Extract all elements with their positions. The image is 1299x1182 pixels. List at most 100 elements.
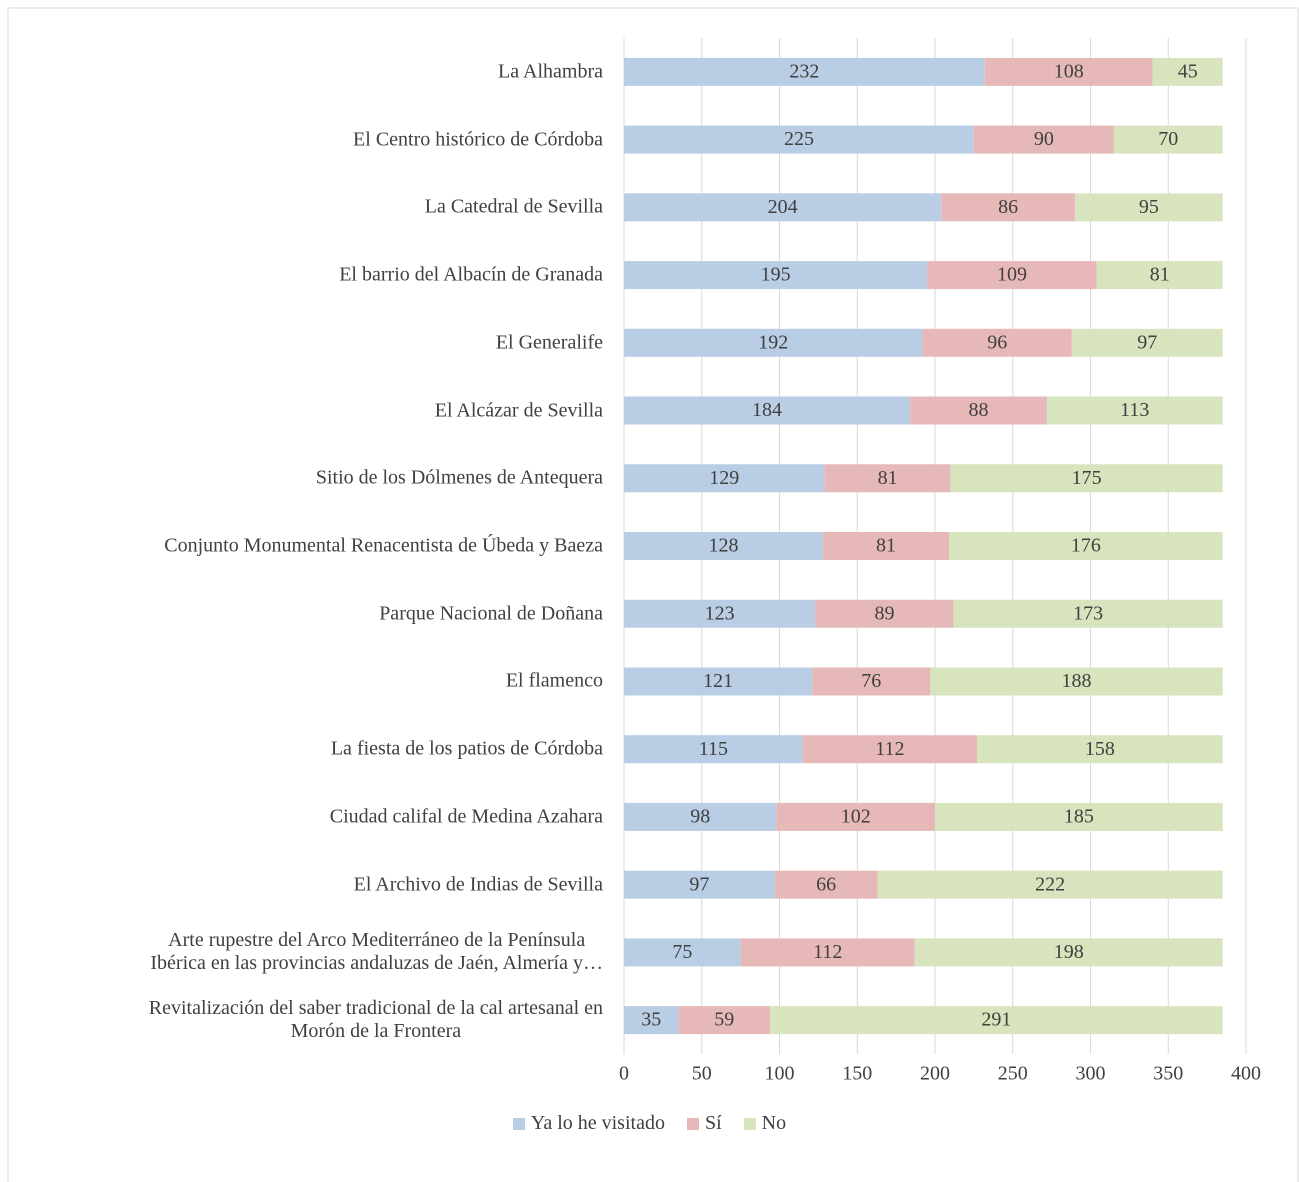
bar-segment xyxy=(914,938,1223,967)
bar-segment xyxy=(984,57,1153,86)
bar-segment xyxy=(624,599,816,628)
bar-segment xyxy=(1096,261,1223,290)
data-label: 291 xyxy=(981,1009,1011,1031)
x-tick-label: 200 xyxy=(920,1063,950,1085)
x-tick-label: 250 xyxy=(998,1063,1028,1085)
bar-segment xyxy=(624,1006,679,1035)
bar-segment xyxy=(774,870,878,899)
bar-segment xyxy=(935,802,1223,831)
x-tick-label: 0 xyxy=(619,1063,629,1085)
data-label: 184 xyxy=(752,399,782,421)
bar-segment xyxy=(624,802,777,831)
bar-segment xyxy=(824,464,951,493)
data-label: 89 xyxy=(874,602,894,624)
bar-segment xyxy=(1046,396,1223,425)
data-label: 86 xyxy=(998,196,1018,218)
x-tick-label: 400 xyxy=(1231,1063,1261,1085)
data-label: 81 xyxy=(878,467,898,489)
data-label: 176 xyxy=(1071,535,1101,557)
bar-segment xyxy=(1074,193,1223,222)
bar-segment xyxy=(770,1006,1223,1035)
legend-swatch xyxy=(743,1118,756,1131)
data-label: 195 xyxy=(761,264,791,286)
data-label: 232 xyxy=(789,60,819,82)
bar-segment xyxy=(624,735,803,764)
bar-segment xyxy=(950,464,1223,493)
data-label: 222 xyxy=(1035,873,1065,895)
data-label: 188 xyxy=(1062,670,1092,692)
bar-segment xyxy=(624,125,974,154)
data-label: 102 xyxy=(841,806,871,828)
bar-segment xyxy=(624,667,813,696)
legend-label: Ya lo he visitado xyxy=(530,1112,665,1134)
data-label: 45 xyxy=(1178,60,1198,82)
category-label: La Catedral de Sevilla xyxy=(424,195,603,218)
category-label: La Alhambra xyxy=(498,60,603,83)
data-label: 115 xyxy=(699,738,728,760)
category-label: El flamenco xyxy=(505,669,603,692)
bar-segment xyxy=(802,735,977,764)
data-label: 81 xyxy=(1150,264,1170,286)
category-label: Conjunto Monumental Renacentista de Úbed… xyxy=(164,534,603,557)
bar-segment xyxy=(1113,125,1223,154)
bar-segment xyxy=(815,599,954,628)
category-label: Arte rupestre del Arco Mediterráneo de l… xyxy=(150,929,603,975)
bar-segment xyxy=(624,870,775,899)
bar-segment xyxy=(948,532,1223,560)
data-label: 129 xyxy=(709,467,739,489)
data-label: 192 xyxy=(758,331,788,353)
data-label: 35 xyxy=(641,1009,661,1031)
bar-segment xyxy=(922,328,1072,357)
bar-segment xyxy=(740,938,915,967)
data-label: 96 xyxy=(987,331,1007,353)
category-label: Sitio de los Dólmenes de Antequera xyxy=(315,466,603,489)
x-tick-label: 150 xyxy=(842,1063,872,1085)
bar-segment xyxy=(776,802,935,831)
legend-swatch xyxy=(686,1118,699,1131)
category-label: El Centro histórico de Córdoba xyxy=(353,128,603,151)
legend-item: Ya lo he visitado xyxy=(512,1112,665,1135)
category-label: Revitalización del saber tradicional de … xyxy=(148,997,603,1043)
category-label: El Generalife xyxy=(495,331,603,354)
data-label: 112 xyxy=(813,941,842,963)
bar-segment xyxy=(624,57,985,86)
x-tick-label: 100 xyxy=(765,1063,795,1085)
data-label: 70 xyxy=(1158,128,1178,150)
data-label: 75 xyxy=(672,941,692,963)
bar-segment xyxy=(678,1006,771,1035)
data-label: 108 xyxy=(1054,60,1084,82)
data-label: 158 xyxy=(1085,738,1115,760)
legend-label: Sí xyxy=(704,1112,722,1134)
bar-segment xyxy=(927,261,1097,290)
bar-segment xyxy=(930,667,1223,696)
bar-segment xyxy=(823,532,949,560)
data-label: 97 xyxy=(689,873,709,895)
data-label: 66 xyxy=(816,873,836,895)
data-label: 95 xyxy=(1139,196,1159,218)
data-label: 198 xyxy=(1054,941,1084,963)
bar-segment xyxy=(973,125,1114,154)
bar-segment xyxy=(624,464,825,493)
bar-segment xyxy=(624,193,942,222)
category-label: El Alcázar de Sevilla xyxy=(434,399,603,422)
data-label: 59 xyxy=(714,1009,734,1031)
bar-segment xyxy=(624,396,911,425)
bar-segment xyxy=(624,938,741,967)
category-label: Ciudad califal de Medina Azahara xyxy=(329,805,603,828)
data-label: 97 xyxy=(1137,331,1157,353)
data-label: 76 xyxy=(861,670,881,692)
bar-segment xyxy=(1152,57,1223,86)
data-label: 123 xyxy=(705,602,735,624)
bar-segment xyxy=(953,599,1223,628)
bar-segment xyxy=(941,193,1075,222)
data-label: 128 xyxy=(709,535,739,557)
bar-segment xyxy=(812,667,931,696)
data-label: 204 xyxy=(768,196,798,218)
data-label: 112 xyxy=(875,738,904,760)
bar-segment xyxy=(877,870,1223,899)
bar-segment xyxy=(976,735,1223,764)
category-label: El Archivo de Indias de Sevilla xyxy=(353,873,603,896)
data-label: 225 xyxy=(784,128,814,150)
data-label: 81 xyxy=(876,535,896,557)
